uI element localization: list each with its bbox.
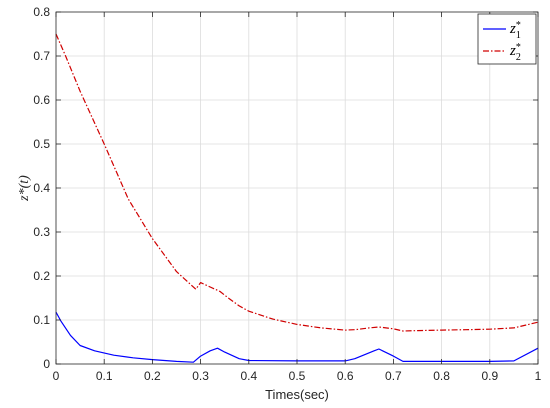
x-axis-label: Times(sec) xyxy=(265,387,329,402)
y-tick-label: 0.7 xyxy=(33,49,50,63)
x-tick-label: 0.1 xyxy=(96,369,113,383)
y-tick-label: 0.5 xyxy=(33,137,50,151)
x-tick-labels: 0 0.1 0.2 0.3 0.4 0.5 0.6 0.7 0.8 0.9 1 xyxy=(53,369,542,383)
x-tick-label: 0.6 xyxy=(337,369,354,383)
grid-lines xyxy=(56,12,538,364)
y-axis-label: z*(t) xyxy=(17,175,32,202)
x-tick-label: 0.4 xyxy=(240,369,257,383)
legend-label-1: z* 1 xyxy=(509,20,521,41)
y-tick-label: 0.2 xyxy=(33,269,50,283)
legend-label-2: z* 2 xyxy=(509,42,521,63)
series-layer xyxy=(55,33,539,363)
legend: z* 1z* 2 xyxy=(477,13,537,65)
x-tick-label: 0.2 xyxy=(144,369,161,383)
y-tick-label: 0.3 xyxy=(33,225,50,239)
y-tick-labels: 0 0.1 0.2 0.3 0.4 0.5 0.6 0.7 0.8 xyxy=(33,5,50,371)
x-tick-label: 0.8 xyxy=(433,369,450,383)
y-tick-label: 0.8 xyxy=(33,5,50,19)
y-tick-label: 0.1 xyxy=(33,313,50,327)
y-tick-label: 0.6 xyxy=(33,93,50,107)
y-tick-label: 0 xyxy=(43,357,50,371)
x-tick-label: 0 xyxy=(53,369,60,383)
x-tick-label: 0.3 xyxy=(192,369,209,383)
series-line-1 xyxy=(55,311,539,363)
x-tick-label: 0.7 xyxy=(385,369,402,383)
x-tick-label: 1 xyxy=(535,369,542,383)
legend-box xyxy=(477,13,537,65)
x-tick-label: 0.9 xyxy=(481,369,498,383)
series-line-2 xyxy=(55,33,539,332)
y-tick-label: 0.4 xyxy=(33,181,50,195)
x-tick-label: 0.5 xyxy=(289,369,306,383)
